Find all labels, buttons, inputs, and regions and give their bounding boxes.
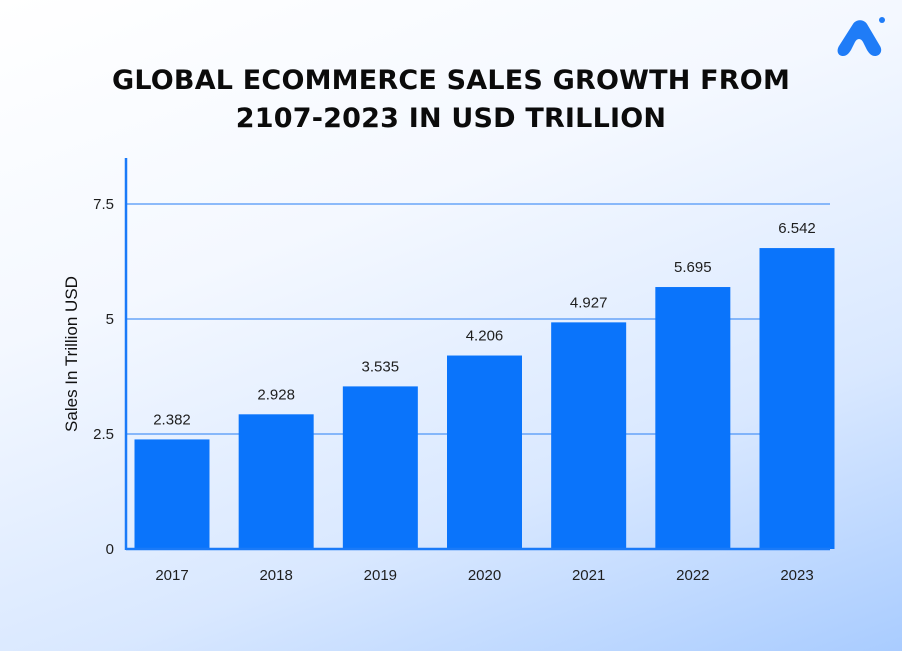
y-axis-label: Sales In Trillion USD bbox=[62, 276, 81, 432]
data-label: 2.382 bbox=[153, 411, 191, 428]
bars bbox=[134, 248, 835, 549]
data-label: 2.928 bbox=[257, 386, 295, 403]
bar-2018 bbox=[238, 414, 314, 549]
x-tick-label: 2020 bbox=[468, 567, 501, 584]
chart-title-line-1: GLOBAL ECOMMERCE SALES GROWTH FROM bbox=[111, 65, 791, 96]
y-tick-label: 0 bbox=[106, 541, 114, 558]
brand-a-logo-icon bbox=[837, 17, 885, 56]
bar-2023 bbox=[759, 248, 835, 549]
axes bbox=[124, 158, 830, 551]
bar-2022 bbox=[655, 287, 731, 549]
x-tick-label: 2023 bbox=[780, 567, 813, 584]
chart-title-line-2: 2107-2023 IN USD TRILLION bbox=[235, 103, 667, 134]
x-tick-label: 2019 bbox=[364, 567, 397, 584]
data-label: 6.542 bbox=[778, 220, 816, 237]
bar-2017 bbox=[134, 439, 210, 549]
data-label: 4.206 bbox=[466, 328, 504, 345]
data-label: 5.695 bbox=[674, 259, 712, 276]
y-tick-label: 7.5 bbox=[93, 196, 114, 213]
x-tick-labels: 2017 2018 2019 2020 2021 2022 2023 bbox=[155, 567, 813, 584]
bar-2019 bbox=[342, 386, 418, 549]
chart-title: GLOBAL ECOMMERCE SALES GROWTH FROM 2107-… bbox=[0, 62, 902, 138]
bar-2021 bbox=[551, 322, 627, 549]
data-labels: 2.382 2.928 3.535 4.206 4.927 5.695 6.542 bbox=[153, 220, 816, 428]
data-label: 3.535 bbox=[362, 358, 400, 375]
x-tick-label: 2021 bbox=[572, 567, 605, 584]
y-tick-label: 5 bbox=[106, 311, 114, 328]
bar-2020 bbox=[447, 355, 522, 549]
x-tick-label: 2017 bbox=[155, 567, 188, 584]
y-tick-labels: 0 2.5 5 7.5 bbox=[93, 196, 114, 558]
data-label: 4.927 bbox=[570, 294, 608, 311]
x-tick-label: 2018 bbox=[259, 567, 292, 584]
x-tick-label: 2022 bbox=[676, 567, 709, 584]
y-tick-label: 2.5 bbox=[93, 426, 114, 443]
